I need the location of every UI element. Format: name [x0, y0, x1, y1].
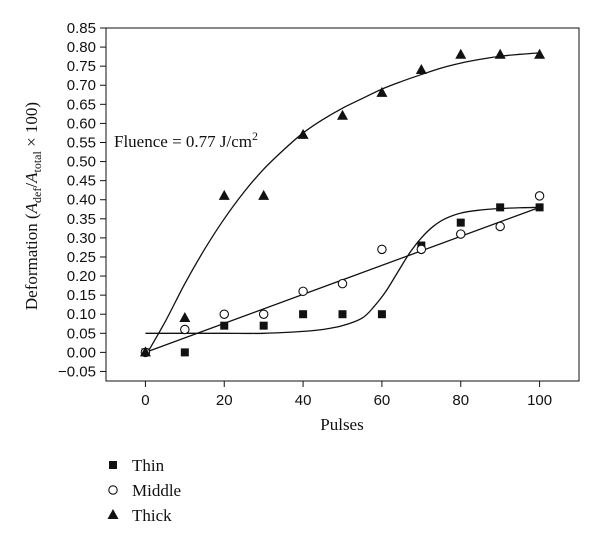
- data-point-middle: [219, 309, 230, 319]
- y-tick-label: 0.10: [67, 306, 96, 323]
- data-point-thin: [456, 218, 465, 227]
- data-point-thick: [179, 312, 191, 323]
- data-point-middle: [298, 286, 308, 297]
- data-point-thick: [139, 346, 151, 357]
- legend-label-thin: Thin: [132, 456, 165, 475]
- y-tick-label: 0.85: [67, 20, 96, 37]
- data-point-thick: [494, 48, 506, 59]
- y-axis-label: Deformation (Adef/Atotal × 100): [22, 102, 44, 310]
- data-point-middle: [495, 221, 505, 232]
- legend-label-thick: Thick: [132, 506, 172, 525]
- data-point-thick: [337, 109, 348, 120]
- data-point-thick: [415, 63, 427, 74]
- data-point-thin: [220, 321, 229, 330]
- fluence-annotation: Fluence = 0.77 J/cm2: [114, 129, 258, 151]
- y-tick-label: 0.30: [67, 230, 96, 247]
- data-point-thin: [180, 348, 189, 357]
- x-tick-label: 80: [452, 392, 469, 409]
- legend-marker-thick: [107, 509, 119, 519]
- legend-marker-middle: [108, 485, 118, 495]
- y-tick-label: 0.05: [67, 325, 96, 342]
- data-point-middle: [416, 244, 427, 255]
- y-tick-label: 0.70: [67, 77, 96, 94]
- y-tick-label: 0.60: [67, 115, 96, 132]
- x-tick-label: 20: [216, 392, 233, 409]
- data-point-thin: [377, 310, 386, 319]
- x-tick-label: 0: [141, 392, 149, 409]
- y-tick-label: 0.20: [67, 268, 96, 285]
- y-tick-label: 0.50: [67, 154, 96, 171]
- fit-curve-thin: [145, 206, 540, 335]
- y-tick-label: 0.45: [67, 173, 96, 190]
- y-tick-label: 0.15: [67, 287, 96, 304]
- data-point-middle: [455, 229, 466, 239]
- y-tick-label: 0.75: [67, 58, 96, 75]
- data-point-middle: [377, 244, 387, 255]
- y-tick-label: 0.00: [67, 344, 96, 361]
- y-tick-label: 0.80: [67, 39, 96, 56]
- y-tick-label: 0.35: [67, 211, 96, 228]
- legend-marker-thin: [109, 461, 117, 469]
- plot-frame: [105, 27, 580, 382]
- legend: Thin Middle Thick: [107, 456, 181, 525]
- legend-label-middle: Middle: [132, 481, 181, 500]
- data-point-thin: [496, 203, 505, 212]
- y-tick-label: 0.55: [67, 134, 96, 151]
- x-tick-label: 40: [295, 392, 312, 409]
- x-axis-label: Pulses: [320, 415, 363, 434]
- data-point-thick: [218, 189, 230, 200]
- y-tick-label: 0.40: [67, 192, 96, 209]
- x-tick-label: 60: [374, 392, 391, 409]
- data-point-middle: [337, 278, 348, 289]
- data-points: [139, 48, 546, 358]
- data-point-middle: [258, 309, 269, 319]
- y-tick-label: −0.05: [58, 363, 96, 380]
- data-point-thick: [534, 48, 546, 59]
- data-point-middle: [180, 324, 190, 335]
- data-point-thin: [299, 310, 308, 319]
- data-point-middle: [534, 191, 545, 201]
- fit-curve-thick: [144, 52, 540, 357]
- data-point-thin: [535, 203, 544, 212]
- x-tick-label: 100: [527, 392, 552, 409]
- data-point-thick: [297, 128, 309, 139]
- x-axis-ticks: 0 20 40 60 80 100: [141, 381, 552, 409]
- data-point-thin: [338, 310, 347, 319]
- data-point-thick: [376, 86, 388, 97]
- data-point-thin: [259, 321, 268, 330]
- data-point-thick: [258, 189, 270, 200]
- y-tick-label: 0.65: [67, 96, 96, 113]
- data-point-thick: [455, 48, 467, 59]
- y-axis-ticks: 0.85 0.80 0.75 0.70 0.65 0.60 0.55 0.50 0.45 0.40…: [58, 20, 106, 380]
- y-tick-label: 0.25: [67, 249, 96, 266]
